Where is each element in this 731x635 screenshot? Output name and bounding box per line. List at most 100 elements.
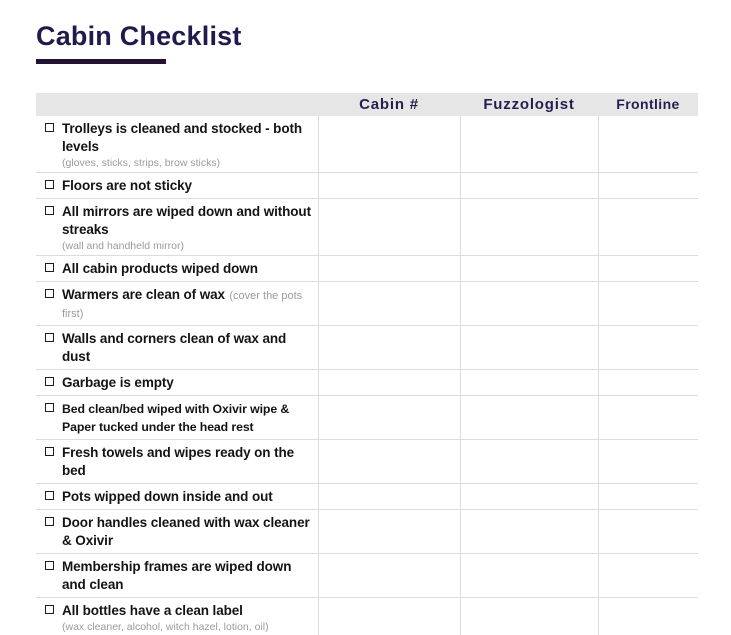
checkbox-icon[interactable] <box>45 604 54 614</box>
task-sub-label: (gloves, sticks, strips, brow sticks) <box>62 156 221 169</box>
checkbox-icon[interactable] <box>45 179 54 189</box>
table-row: Fresh towels and wipes ready on the bed <box>36 439 698 484</box>
table-row: Trolleys is cleaned and stocked - both l… <box>36 115 698 173</box>
frontline-cell[interactable] <box>598 281 698 325</box>
fuzzologist-cell[interactable] <box>460 281 598 325</box>
task-text: Door handles cleaned with wax cleaner & … <box>62 514 312 550</box>
cabin-cell[interactable] <box>318 439 460 483</box>
checkbox-icon[interactable] <box>45 516 54 526</box>
frontline-cell[interactable] <box>598 325 698 369</box>
task-sub-label: (wax cleaner, alcohol, witch hazel, loti… <box>62 620 269 633</box>
table-row: Door handles cleaned with wax cleaner & … <box>36 509 698 554</box>
fuzzologist-cell[interactable] <box>460 115 598 172</box>
task-label: Warmers are clean of wax <box>62 286 225 302</box>
frontline-cell[interactable] <box>598 369 698 395</box>
cabin-cell[interactable] <box>318 597 460 635</box>
task-sub-label: (wall and handheld mirror) <box>62 239 184 252</box>
task-label: Pots wipped down inside and out <box>62 488 273 504</box>
table-row: All cabin products wiped down <box>36 255 698 282</box>
task-cell: Garbage is empty <box>36 370 318 395</box>
task-label: All mirrors are wiped down and without s… <box>62 203 311 237</box>
cabin-cell[interactable] <box>318 553 460 597</box>
task-label: Fresh towels and wipes ready on the bed <box>62 444 295 478</box>
task-text: Floors are not sticky <box>62 177 192 195</box>
frontline-cell[interactable] <box>598 483 698 509</box>
task-cell: All cabin products wiped down <box>36 256 318 281</box>
checkbox-icon[interactable] <box>45 446 54 456</box>
task-text: Fresh towels and wipes ready on the bed <box>62 444 312 480</box>
checkbox-icon[interactable] <box>45 288 54 298</box>
task-cell: Membership frames are wiped down and cle… <box>36 554 318 597</box>
checkbox-icon[interactable] <box>45 376 54 386</box>
cabin-checklist-table: Cabin # Fuzzologist Frontline Trolleys i… <box>36 92 698 635</box>
fuzzologist-cell[interactable] <box>460 325 598 369</box>
checkbox-icon[interactable] <box>45 560 54 570</box>
task-label: Garbage is empty <box>62 374 174 390</box>
task-text: All bottles have a clean label (wax clea… <box>62 602 269 633</box>
fuzzologist-cell[interactable] <box>460 172 598 198</box>
task-text: Garbage is empty <box>62 374 174 392</box>
frontline-cell[interactable] <box>598 597 698 635</box>
checkbox-icon[interactable] <box>45 205 54 215</box>
checkbox-icon[interactable] <box>45 402 54 412</box>
checkbox-icon[interactable] <box>45 490 54 500</box>
frontline-cell[interactable] <box>598 395 698 439</box>
table-row: Floors are not sticky <box>36 172 698 199</box>
task-label: Bed clean/bed wiped with Oxivir wipe & P… <box>62 401 290 434</box>
frontline-cell[interactable] <box>598 553 698 597</box>
frontline-cell[interactable] <box>598 255 698 281</box>
task-cell: Warmers are clean of wax (cover the pots… <box>36 282 318 325</box>
fuzzologist-cell[interactable] <box>460 553 598 597</box>
frontline-cell[interactable] <box>598 172 698 198</box>
task-cell: Walls and corners clean of wax and dust <box>36 326 318 369</box>
fuzzologist-cell[interactable] <box>460 255 598 281</box>
title-underline <box>36 58 166 64</box>
task-cell: Trolleys is cleaned and stocked - both l… <box>36 116 318 172</box>
table-row: Walls and corners clean of wax and dust <box>36 325 698 370</box>
checkbox-icon[interactable] <box>45 262 54 272</box>
table-row: All bottles have a clean label (wax clea… <box>36 597 698 635</box>
table-row: All mirrors are wiped down and without s… <box>36 198 698 256</box>
cabin-cell[interactable] <box>318 198 460 255</box>
table-row: Membership frames are wiped down and cle… <box>36 553 698 598</box>
task-cell: All bottles have a clean label (wax clea… <box>36 598 318 635</box>
task-text: Trolleys is cleaned and stocked - both l… <box>62 120 312 169</box>
fuzzologist-cell[interactable] <box>460 198 598 255</box>
cabin-cell[interactable] <box>318 281 460 325</box>
checkbox-icon[interactable] <box>45 122 54 132</box>
task-text: Warmers are clean of wax (cover the pots… <box>62 286 312 322</box>
task-cell: Bed clean/bed wiped with Oxivir wipe & P… <box>36 396 318 439</box>
task-text: All mirrors are wiped down and without s… <box>62 203 312 252</box>
fuzzologist-cell[interactable] <box>460 483 598 509</box>
column-header-fuzzologist: Fuzzologist <box>483 95 575 113</box>
task-text: All cabin products wiped down <box>62 260 258 278</box>
frontline-cell[interactable] <box>598 115 698 172</box>
fuzzologist-cell[interactable] <box>460 439 598 483</box>
fuzzologist-cell[interactable] <box>460 395 598 439</box>
fuzzologist-cell[interactable] <box>460 509 598 553</box>
cabin-cell[interactable] <box>318 395 460 439</box>
table-row: Garbage is empty <box>36 369 698 396</box>
cabin-cell[interactable] <box>318 325 460 369</box>
cabin-cell[interactable] <box>318 172 460 198</box>
task-cell: Door handles cleaned with wax cleaner & … <box>36 510 318 553</box>
page-title: Cabin Checklist <box>36 21 242 51</box>
frontline-cell[interactable] <box>598 509 698 553</box>
task-cell: All mirrors are wiped down and without s… <box>36 199 318 255</box>
task-label: Trolleys is cleaned and stocked - both l… <box>62 120 303 154</box>
cabin-cell[interactable] <box>318 255 460 281</box>
fuzzologist-cell[interactable] <box>460 369 598 395</box>
cabin-cell[interactable] <box>318 509 460 553</box>
task-label: Door handles cleaned with wax cleaner & … <box>62 514 310 548</box>
cabin-cell[interactable] <box>318 369 460 395</box>
task-label: All bottles have a clean label <box>62 602 243 618</box>
fuzzologist-cell[interactable] <box>460 597 598 635</box>
cabin-cell[interactable] <box>318 483 460 509</box>
column-header-frontline: Frontline <box>616 96 680 113</box>
frontline-cell[interactable] <box>598 198 698 255</box>
cabin-cell[interactable] <box>318 115 460 172</box>
task-text: Pots wipped down inside and out <box>62 488 273 506</box>
frontline-cell[interactable] <box>598 439 698 483</box>
checkbox-icon[interactable] <box>45 332 54 342</box>
